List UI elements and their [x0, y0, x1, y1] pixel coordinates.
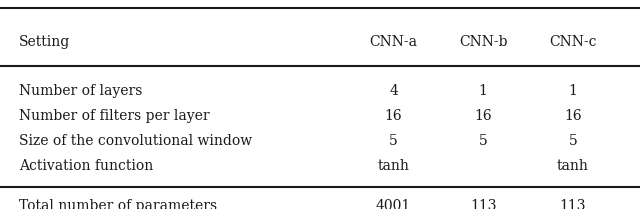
Text: 5: 5 [479, 134, 488, 148]
Text: 1: 1 [568, 84, 577, 98]
Text: 5: 5 [389, 134, 398, 148]
Text: 5: 5 [568, 134, 577, 148]
Text: CNN-a: CNN-a [370, 35, 418, 49]
Text: Number of filters per layer: Number of filters per layer [19, 109, 210, 123]
Text: Total number of parameters: Total number of parameters [19, 199, 218, 209]
Text: 113: 113 [559, 199, 586, 209]
Text: CNN-b: CNN-b [459, 35, 508, 49]
Text: 4001: 4001 [376, 199, 412, 209]
Text: 16: 16 [385, 109, 403, 123]
Text: Number of layers: Number of layers [19, 84, 143, 98]
Text: tanh: tanh [557, 159, 589, 173]
Text: Activation function: Activation function [19, 159, 154, 173]
Text: Setting: Setting [19, 35, 70, 49]
Text: 113: 113 [470, 199, 497, 209]
Text: 4: 4 [389, 84, 398, 98]
Text: 16: 16 [474, 109, 492, 123]
Text: tanh: tanh [378, 159, 410, 173]
Text: 1: 1 [479, 84, 488, 98]
Text: 16: 16 [564, 109, 582, 123]
Text: CNN-c: CNN-c [549, 35, 596, 49]
Text: Size of the convolutional window: Size of the convolutional window [19, 134, 252, 148]
